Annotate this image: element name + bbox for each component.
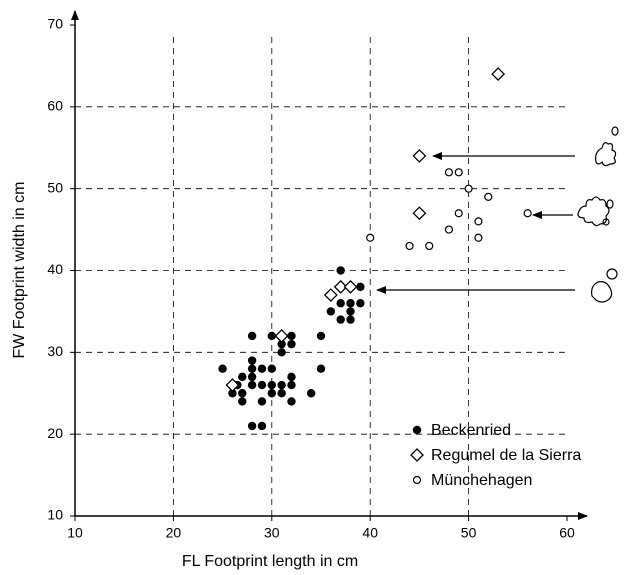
point [247, 356, 257, 365]
point [247, 421, 257, 431]
point [425, 241, 434, 251]
point [277, 389, 286, 398]
x-tick-label: 60 [559, 525, 575, 541]
point [238, 389, 247, 398]
point [336, 266, 345, 275]
point [336, 299, 345, 308]
point [346, 299, 355, 308]
y-tick-label: 70 [47, 16, 63, 32]
legend-text: Münchehagen [431, 472, 532, 489]
point [247, 331, 257, 341]
point [323, 288, 338, 302]
point [454, 168, 463, 177]
point [412, 206, 427, 221]
y-tick-label: 10 [47, 507, 63, 523]
legend: Beckenried Regumel de la Sierra Münchehage… [410, 422, 581, 489]
x-tick-label: 30 [264, 525, 280, 541]
point [464, 184, 473, 193]
point [343, 279, 358, 294]
point [346, 315, 355, 324]
y-tick-label: 20 [47, 425, 63, 441]
point [316, 364, 326, 373]
point [444, 225, 454, 234]
point [218, 364, 227, 373]
point [306, 389, 316, 398]
x-tick-label: 10 [67, 525, 83, 541]
legend-marker [412, 425, 422, 435]
point [274, 329, 289, 343]
point [484, 192, 493, 201]
point [346, 307, 355, 316]
x-tick-label: 40 [362, 525, 378, 541]
y-tick-label: 40 [47, 261, 63, 277]
y-tick-label: 30 [47, 343, 63, 359]
point [474, 217, 483, 226]
point [287, 397, 296, 406]
point [287, 372, 296, 382]
point [257, 421, 267, 431]
point [491, 67, 506, 82]
point [267, 389, 276, 398]
point [405, 241, 414, 251]
y-axis-title: FW Footprint width in cm [11, 182, 28, 359]
point [287, 331, 296, 341]
point [238, 397, 247, 406]
point [238, 372, 247, 382]
x-tick-label: 20 [166, 525, 182, 541]
point [277, 348, 286, 357]
point [225, 378, 240, 392]
point [333, 279, 348, 294]
point [326, 307, 336, 316]
point [277, 380, 286, 390]
point [336, 315, 345, 324]
point [247, 364, 257, 373]
point [277, 339, 286, 349]
point [267, 380, 276, 390]
point [267, 364, 276, 373]
point [267, 331, 276, 341]
point [444, 168, 454, 177]
legend-text: Beckenried [431, 422, 511, 439]
point [356, 282, 365, 292]
point [356, 299, 365, 308]
y-tick-label: 60 [47, 98, 63, 114]
point [257, 364, 267, 373]
point [523, 209, 532, 218]
point [287, 339, 296, 349]
x-axis-title: FL Footprint length in cm [182, 553, 358, 570]
point [257, 380, 267, 390]
y-tick-label: 50 [47, 179, 63, 195]
point [316, 331, 326, 341]
point [287, 380, 296, 390]
point [412, 149, 427, 163]
point [474, 233, 483, 242]
point [247, 380, 257, 390]
point [454, 209, 463, 218]
x-tick-label: 50 [461, 525, 477, 541]
point [257, 397, 267, 406]
point [228, 389, 237, 398]
point [366, 233, 375, 242]
legend-marker [412, 475, 422, 485]
legend-marker [410, 448, 424, 462]
grid [75, 35, 565, 516]
footprint-icons [577, 126, 619, 303]
point [247, 372, 257, 382]
legend-text: Regumel de la Sierra [431, 447, 581, 464]
